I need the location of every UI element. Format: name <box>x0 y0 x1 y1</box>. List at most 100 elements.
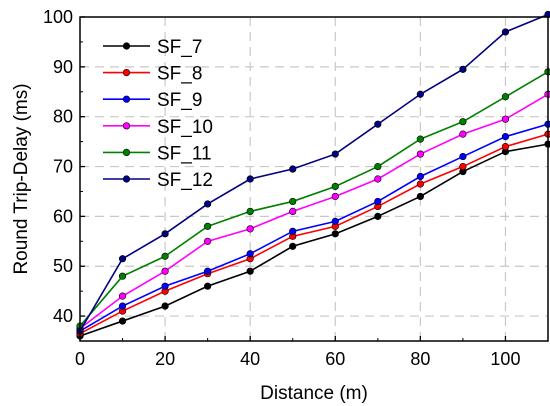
data-point <box>161 267 169 275</box>
data-point <box>204 200 212 208</box>
legend-label: SF_7 <box>157 37 202 58</box>
y-tick-label: 80 <box>53 107 73 127</box>
data-point <box>459 130 467 138</box>
data-point <box>118 292 127 300</box>
data-point <box>331 230 339 238</box>
legend-item: SF_8 <box>103 64 202 85</box>
data-point <box>374 212 382 220</box>
data-point <box>204 222 212 230</box>
legend: SF_7 SF_8 SF_9 SF_10 SF_11 SF_12 <box>103 37 213 191</box>
data-point <box>246 250 254 258</box>
x-tick-label: 0 <box>75 349 85 369</box>
data-point <box>246 175 254 183</box>
legend-item: SF_12 <box>103 170 213 191</box>
data-point <box>118 302 127 310</box>
series-line <box>79 93 549 330</box>
data-point <box>161 302 169 310</box>
data-point <box>501 28 510 36</box>
legend-label: SF_12 <box>157 170 213 191</box>
legend-marker <box>122 95 131 103</box>
data-point <box>161 230 169 238</box>
data-point <box>204 267 212 275</box>
legend-marker <box>122 148 131 156</box>
legend-item: SF_9 <box>103 90 202 111</box>
legend-label: SF_8 <box>157 64 202 85</box>
series-line <box>79 143 549 337</box>
y-tick-label: 70 <box>53 157 73 177</box>
data-point <box>246 225 254 233</box>
legend-label: SF_11 <box>157 143 212 164</box>
data-point <box>289 165 297 173</box>
plot-frame <box>79 16 549 342</box>
data-point <box>374 197 382 206</box>
axis-ticks: 0 20 40 60 80 100 40 50 60 70 80 90 100 <box>43 7 521 369</box>
data-point <box>246 267 254 275</box>
data-point <box>501 115 510 123</box>
data-point <box>161 252 169 260</box>
legend-marker <box>122 42 131 50</box>
data-point <box>416 135 424 143</box>
data-point <box>331 182 339 191</box>
data-point <box>331 150 339 158</box>
data-point <box>501 133 510 141</box>
data-point <box>204 282 212 290</box>
data-point <box>459 65 467 73</box>
series-sf-12 <box>76 10 550 335</box>
x-tick-label: 40 <box>240 349 260 369</box>
data-point <box>118 317 127 325</box>
data-point <box>204 237 212 245</box>
data-point <box>289 227 297 235</box>
legend-item: SF_7 <box>103 37 202 58</box>
data-point <box>416 150 424 158</box>
data-point <box>459 152 467 161</box>
series-sf-10 <box>76 90 550 333</box>
x-tick-label: 20 <box>155 349 175 369</box>
y-axis-label: Round Trip-Delay (ms) <box>11 83 32 274</box>
x-tick-label: 60 <box>325 349 345 369</box>
legend-item: SF_11 <box>103 143 212 164</box>
data-point <box>416 172 424 181</box>
legend-marker <box>122 68 131 77</box>
y-tick-label: 90 <box>53 57 73 77</box>
legend-marker <box>122 175 131 183</box>
y-tick-label: 40 <box>53 306 73 326</box>
series-line <box>79 133 549 335</box>
y-tick-label: 60 <box>53 206 73 226</box>
series-sf-7 <box>76 140 550 340</box>
y-tick-label: 50 <box>53 256 73 276</box>
legend-label: SF_9 <box>157 90 202 111</box>
data-point <box>289 207 297 215</box>
data-point <box>501 143 510 151</box>
legend-item: SF_10 <box>103 117 213 138</box>
data-point <box>374 120 382 128</box>
series-lines <box>76 10 550 340</box>
y-tick-label: 100 <box>43 7 73 27</box>
x-tick-label: 100 <box>490 349 520 369</box>
data-point <box>118 272 127 280</box>
series-line <box>79 123 549 332</box>
x-axis-label: Distance (m) <box>260 383 368 404</box>
data-point <box>331 192 339 201</box>
data-point <box>416 90 424 98</box>
data-point <box>501 93 510 101</box>
data-point <box>459 162 467 171</box>
data-point <box>161 282 169 290</box>
data-point <box>416 180 424 188</box>
data-point <box>374 175 382 183</box>
data-point <box>459 118 467 126</box>
data-point <box>289 197 297 206</box>
data-point <box>331 217 339 225</box>
data-point <box>416 192 424 201</box>
legend-label: SF_10 <box>157 117 213 138</box>
data-point <box>246 207 254 215</box>
series-line <box>79 13 549 332</box>
grid-lines <box>80 17 548 341</box>
data-point <box>289 242 297 250</box>
data-point <box>374 162 382 171</box>
x-tick-label: 80 <box>410 349 430 369</box>
series-line <box>79 71 549 327</box>
legend-marker <box>122 122 131 130</box>
data-point <box>118 255 127 263</box>
series-sf-11 <box>76 68 550 330</box>
